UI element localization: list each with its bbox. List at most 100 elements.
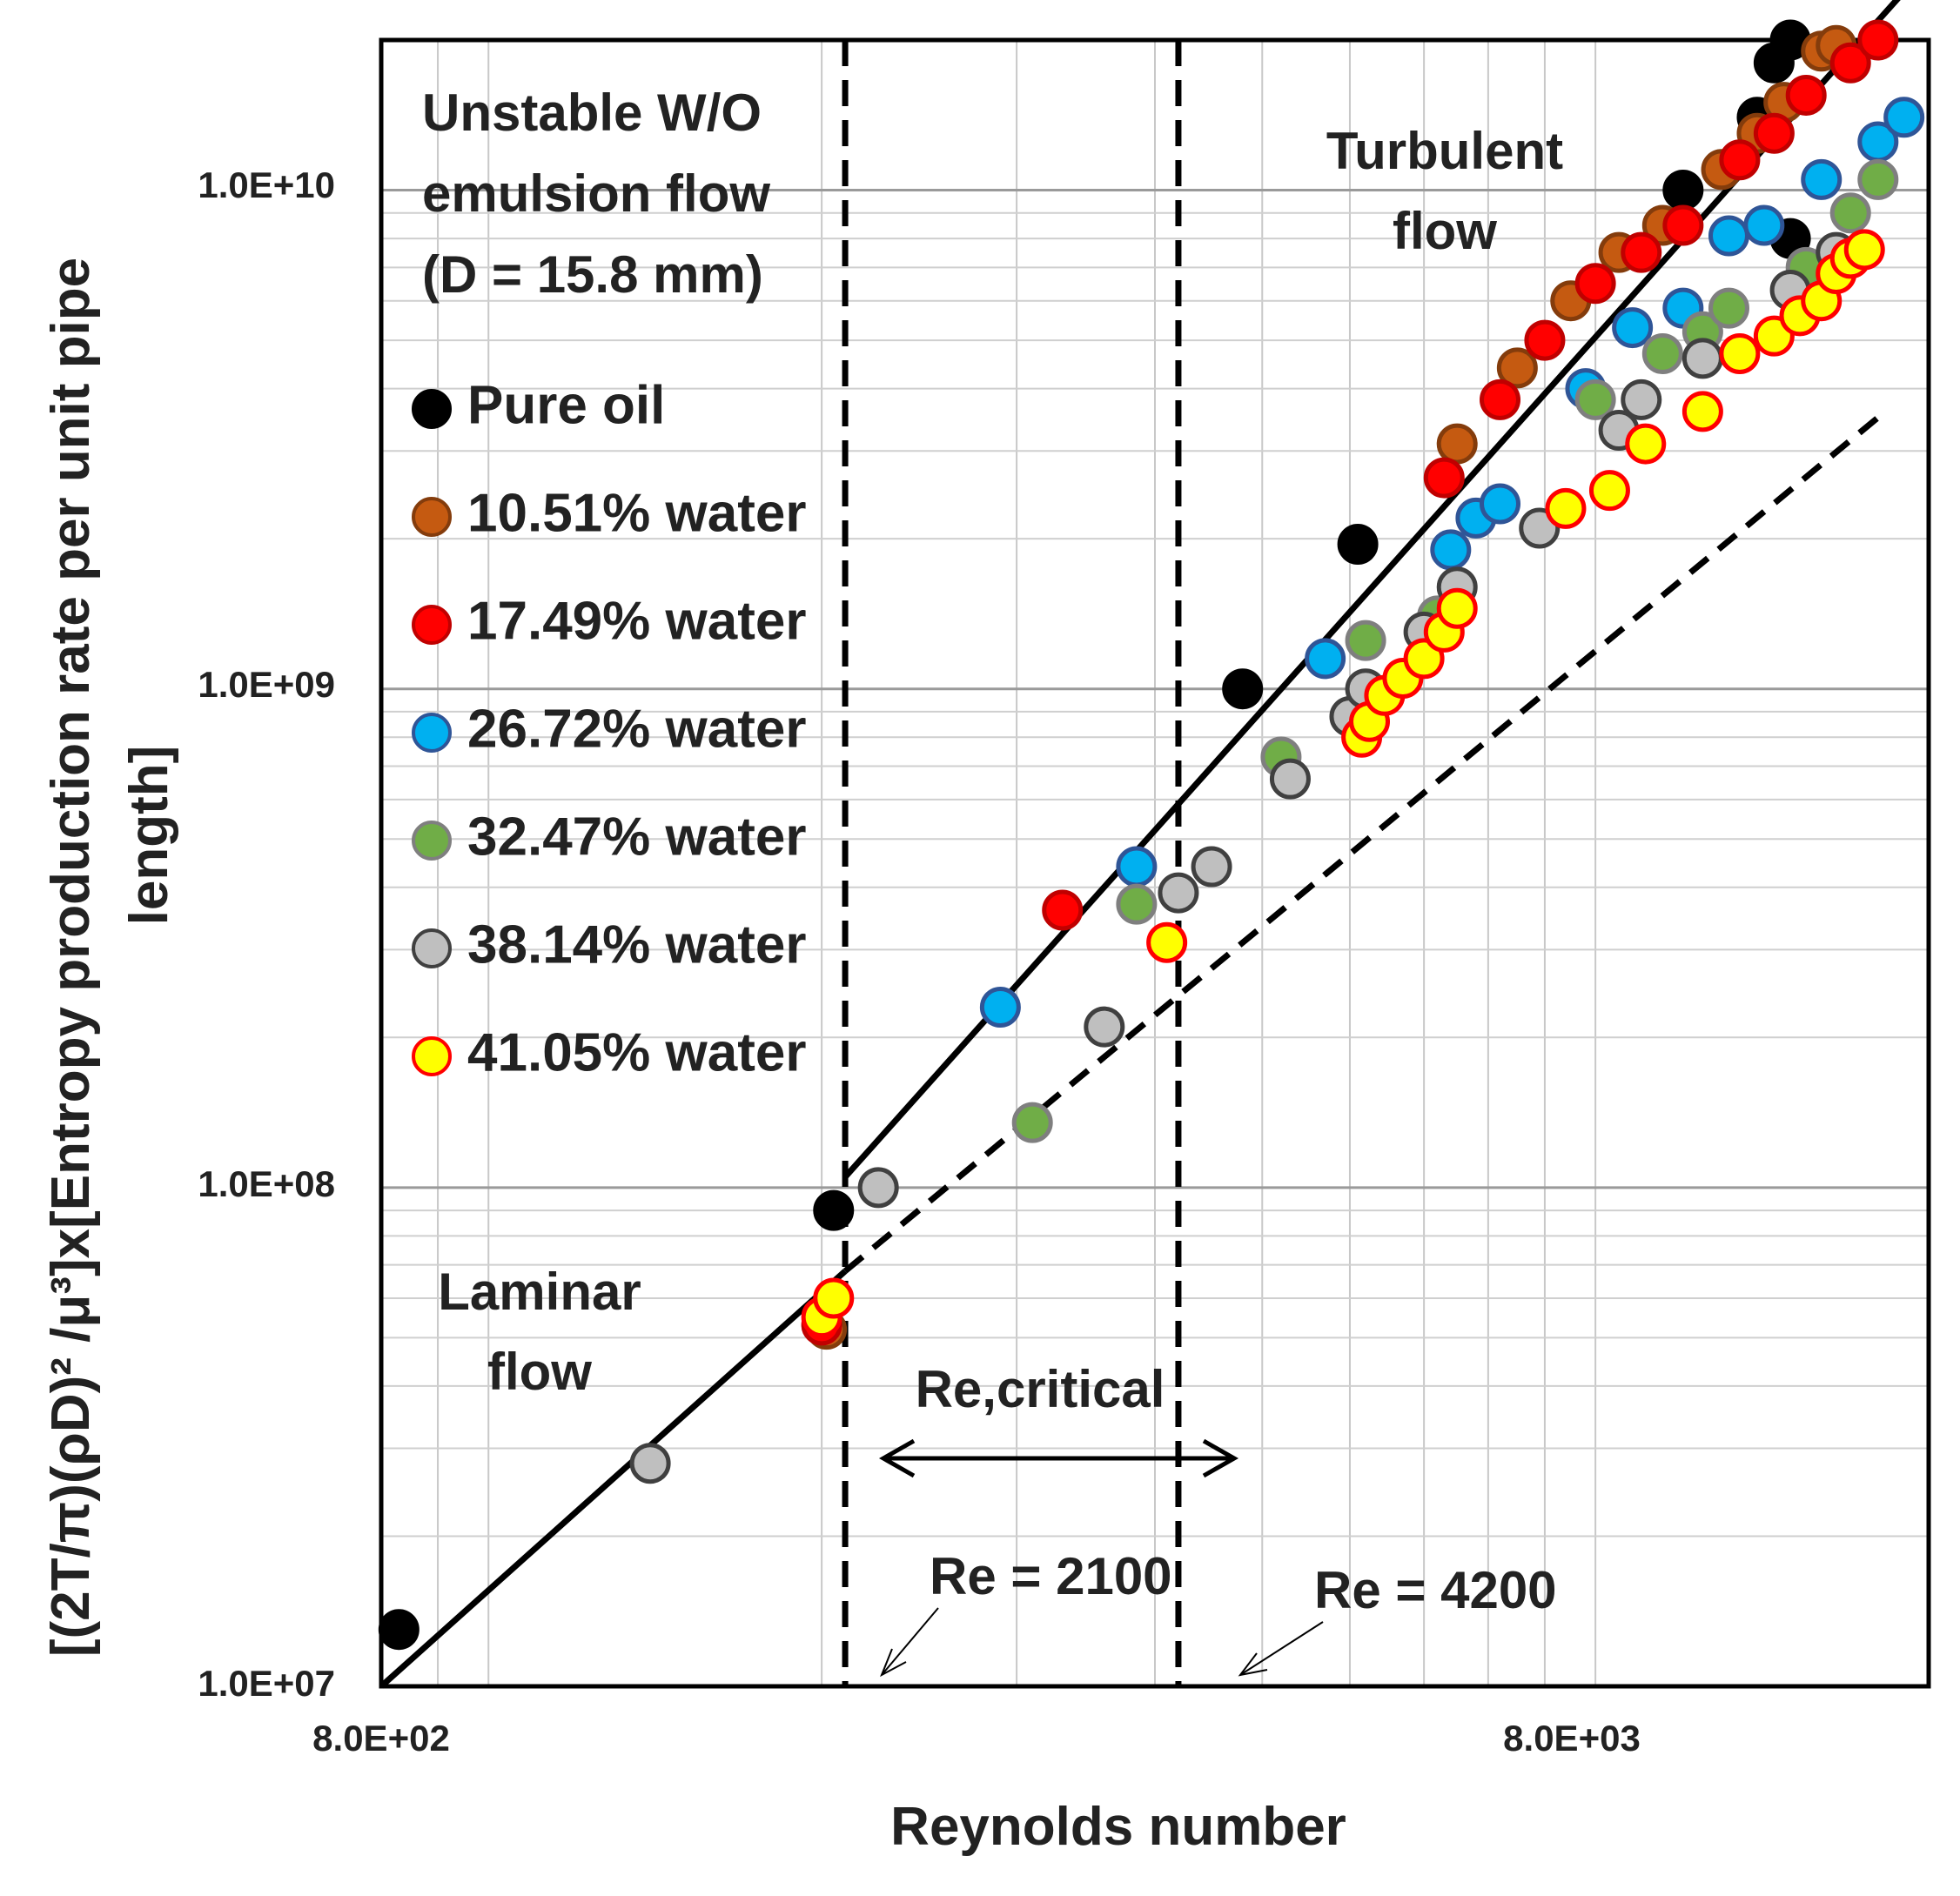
data-point-series-6: [1681, 391, 1723, 432]
legend-marker: [412, 389, 452, 429]
data-point-series-0: [813, 1189, 855, 1231]
data-point-series-3: [1305, 638, 1346, 680]
legend-marker: [412, 605, 452, 645]
y-tick-label: 1.0E+09: [198, 664, 335, 705]
data-point-series-5: [1269, 758, 1311, 800]
data-point-series-0: [1222, 668, 1264, 710]
data-point-series-6: [1843, 229, 1885, 271]
chart-title-line1: Unstable W/O: [422, 84, 762, 142]
legend-marker: [412, 821, 452, 861]
data-point-series-5: [1681, 338, 1723, 379]
legend-item: 41.05% water: [412, 1022, 806, 1082]
legend-label: 10.51% water: [467, 483, 806, 543]
legend-label: 17.49% water: [467, 591, 806, 651]
data-point-series-4: [1857, 158, 1899, 200]
legend-item: 32.47% water: [412, 807, 806, 867]
plot-frame: [379, 37, 1931, 1689]
data-point-series-2: [1662, 204, 1704, 246]
data-point-series-2: [1829, 42, 1871, 84]
data-point-series-3: [1883, 97, 1925, 138]
data-point-series-3: [1116, 846, 1158, 888]
data-point-series-3: [1612, 307, 1654, 349]
laminar-label-line2: flow: [487, 1343, 592, 1401]
data-point-series-2: [1621, 231, 1662, 273]
x-tick-label: 8.0E+02: [312, 1718, 450, 1759]
data-point-series-2: [1042, 889, 1084, 931]
data-point-series-4: [1345, 620, 1386, 661]
data-point-series-2: [1753, 112, 1795, 154]
data-point-series-6: [1545, 487, 1587, 529]
legend: Pure oil 10.51% water 17.49% water 26.72…: [412, 375, 806, 1082]
re-critical-label: Re,critical: [916, 1360, 1165, 1418]
data-point-series-2: [1785, 74, 1827, 116]
data-point-series-4: [1116, 883, 1158, 925]
legend-item: 26.72% water: [412, 699, 806, 759]
data-point-series-3: [979, 987, 1021, 1028]
data-point-series-0: [1662, 170, 1704, 211]
data-point-series-1: [1496, 347, 1538, 389]
re-4200-pointer: [1238, 1621, 1324, 1677]
data-point-series-6: [1146, 921, 1188, 963]
legend-marker: [412, 713, 452, 753]
legend-label: 26.72% water: [467, 699, 806, 759]
data-point-series-4: [1011, 1102, 1053, 1143]
data-point-series-5: [629, 1443, 671, 1484]
data-point-series-0: [378, 1609, 420, 1651]
chart-title-line2: emulsion flow: [422, 164, 770, 223]
data-point-series-6: [1588, 470, 1630, 512]
data-point-series-6: [1719, 332, 1761, 374]
legend-label: 38.14% water: [467, 915, 806, 975]
data-point-series-4: [1641, 332, 1683, 374]
data-point-series-3: [1743, 204, 1785, 246]
legend-item: Pure oil: [412, 375, 665, 435]
chart-title-line3: (D = 15.8 mm): [422, 245, 763, 304]
legend-marker: [412, 497, 452, 537]
data-point-series-3: [1430, 529, 1472, 571]
re-2100-label: Re = 2100: [930, 1547, 1172, 1605]
data-point-series-5: [1621, 379, 1662, 420]
legend-label: 32.47% water: [467, 807, 806, 867]
data-point-series-6: [813, 1277, 855, 1319]
data-point-series-6: [1403, 638, 1445, 680]
data-point-series-2: [1857, 19, 1899, 61]
x-axis-title: Reynolds number: [890, 1797, 1346, 1857]
turbulent-fit: [842, 0, 1901, 1180]
legend-item: 38.14% water: [412, 915, 806, 975]
data-point-series-5: [1191, 846, 1232, 888]
x-tick-label: 8.0E+03: [1503, 1718, 1641, 1759]
y-axis-title-line2: length]: [119, 746, 179, 926]
re-critical-arrow: [878, 1438, 1239, 1478]
data-point-series-3: [1480, 483, 1521, 525]
data-point-series-6: [1625, 423, 1667, 465]
data-point-series-4: [1708, 287, 1749, 329]
data-point-series-0: [1337, 523, 1379, 565]
data-point-series-2: [1719, 139, 1761, 181]
y-tick-label: 1.0E+07: [198, 1663, 335, 1704]
data-point-series-4: [1574, 379, 1616, 420]
re-4200-label: Re = 4200: [1314, 1561, 1557, 1619]
data-point-series-6: [1436, 587, 1478, 629]
legend-item: 10.51% water: [412, 483, 806, 543]
data-point-series-5: [1084, 1006, 1125, 1048]
legend-marker: [412, 1036, 452, 1076]
legend-marker: [412, 928, 452, 968]
data-point-series-5: [1158, 872, 1199, 914]
turbulent-label-line1: Turbulent: [1326, 122, 1563, 180]
data-point-layer: [378, 19, 1925, 1651]
data-point-series-3: [1708, 215, 1749, 257]
y-tick-label: 1.0E+08: [198, 1163, 335, 1204]
legend-label: Pure oil: [467, 375, 665, 435]
re-2100-pointer: [880, 1607, 939, 1678]
laminar-label-line1: Laminar: [438, 1263, 641, 1321]
data-point-series-5: [857, 1167, 899, 1209]
data-point-series-1: [1436, 423, 1478, 465]
critical-line-layer: [842, 40, 1182, 1686]
data-point-series-3: [1801, 158, 1843, 200]
data-point-series-2: [1423, 457, 1465, 499]
legend-item: 17.49% water: [412, 591, 806, 651]
data-point-series-2: [1574, 263, 1616, 305]
laminar-fit: [379, 1269, 848, 1689]
